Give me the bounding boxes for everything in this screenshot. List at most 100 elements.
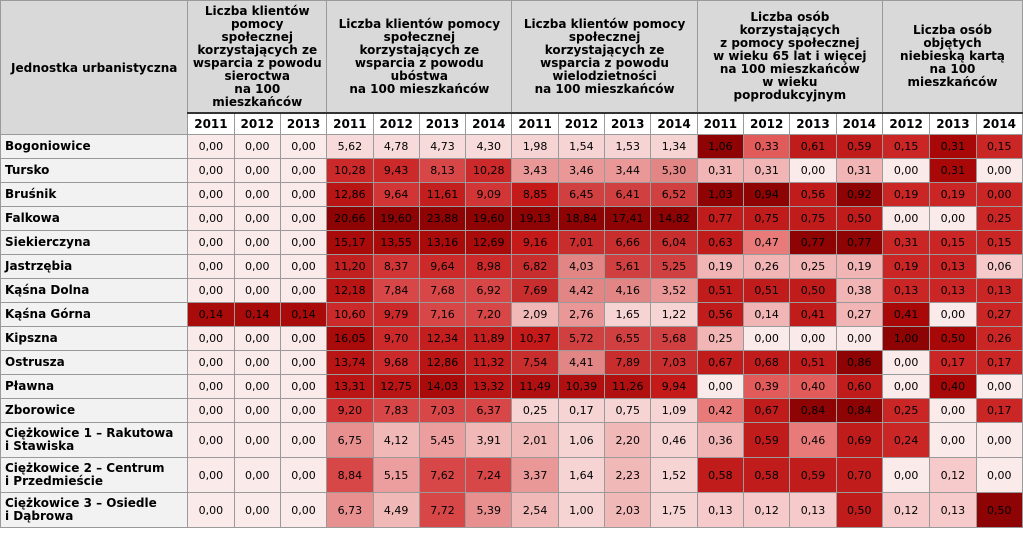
- value-cell: 0,00: [233, 230, 281, 255]
- value-cell: 6,41: [604, 182, 652, 207]
- value-cell: 0,15: [881, 134, 931, 159]
- value-cell: 9,09: [465, 182, 513, 207]
- value-cell: 23,88: [418, 206, 467, 231]
- value-cell: 9,43: [372, 158, 420, 183]
- value-cell: 13,16: [418, 230, 467, 255]
- value-cell: 4,73: [418, 134, 467, 159]
- value-cell: 0,00: [975, 457, 1023, 493]
- value-cell: 0,92: [835, 182, 883, 207]
- value-cell: 0,50: [835, 492, 883, 528]
- value-cell: 7,24: [465, 457, 513, 493]
- value-cell: 0,13: [696, 492, 745, 528]
- year-header: 2011: [511, 112, 559, 135]
- value-cell: 7,84: [372, 278, 420, 303]
- value-cell: 0,25: [696, 326, 745, 351]
- unit-name-cell: Pławna: [0, 374, 189, 399]
- year-header: 2011: [187, 112, 235, 135]
- group-header: Liczba klientów pomocy społecznej korzys…: [326, 0, 513, 114]
- value-cell: 0,00: [881, 158, 931, 183]
- value-cell: 0,00: [233, 350, 281, 375]
- value-cell: 0,00: [881, 206, 931, 231]
- year-header: 2014: [975, 112, 1023, 135]
- year-header: 2014: [835, 112, 883, 135]
- value-cell: 6,75: [326, 422, 374, 458]
- unit-name-cell: Ciężkowice 2 – Centrum i Przedmieście: [0, 457, 189, 493]
- value-cell: 5,61: [604, 254, 652, 279]
- value-cell: 7,20: [465, 302, 513, 327]
- value-cell: 4,16: [604, 278, 652, 303]
- value-cell: 1,34: [650, 134, 698, 159]
- table-row: Kąśna Dolna 0,00 0,00 0,00 12,18 7,84 7,68 6,92…: [0, 278, 1023, 303]
- value-cell: 0,77: [835, 230, 883, 255]
- value-cell: 2,09: [511, 302, 559, 327]
- value-cell: 7,03: [650, 350, 698, 375]
- value-cell: 0,00: [279, 457, 328, 493]
- value-cell: 7,69: [511, 278, 559, 303]
- value-cell: 0,00: [881, 374, 931, 399]
- value-cell: 6,66: [604, 230, 652, 255]
- year-header: 2011: [696, 112, 745, 135]
- value-cell: 9,64: [418, 254, 467, 279]
- value-cell: 5,72: [557, 326, 606, 351]
- value-cell: 1,64: [557, 457, 606, 493]
- value-cell: 0,00: [187, 134, 235, 159]
- value-cell: 9,70: [372, 326, 420, 351]
- value-cell: 0,46: [789, 422, 837, 458]
- value-cell: 2,76: [557, 302, 606, 327]
- value-cell: 0,19: [835, 254, 883, 279]
- value-cell: 1,06: [557, 422, 606, 458]
- value-cell: 0,14: [743, 302, 791, 327]
- value-cell: 0,84: [835, 398, 883, 423]
- value-cell: 7,89: [604, 350, 652, 375]
- value-cell: 8,13: [418, 158, 467, 183]
- value-cell: 0,13: [881, 278, 931, 303]
- value-cell: 8,85: [511, 182, 559, 207]
- value-cell: 3,43: [511, 158, 559, 183]
- value-cell: 0,25: [789, 254, 837, 279]
- value-cell: 0,00: [835, 326, 883, 351]
- corner-header: Jednostka urbanistyczna: [0, 0, 189, 135]
- unit-name-cell: Kipszna: [0, 326, 189, 351]
- value-cell: 6,82: [511, 254, 559, 279]
- value-cell: 0,41: [881, 302, 931, 327]
- value-cell: 0,41: [789, 302, 837, 327]
- value-cell: 0,00: [187, 457, 235, 493]
- value-cell: 0,00: [187, 230, 235, 255]
- unit-name-cell: Ciężkowice 1 – Rakutowa i Stawiska: [0, 422, 189, 458]
- year-header: 2014: [650, 112, 698, 135]
- table-row: Ciężkowice 2 – Centrum i Przedmieście 0,0…: [0, 457, 1023, 493]
- value-cell: 0,13: [789, 492, 837, 528]
- value-cell: 0,31: [696, 158, 745, 183]
- unit-name-cell: Tursko: [0, 158, 189, 183]
- value-cell: 0,00: [187, 278, 235, 303]
- value-cell: 0,47: [743, 230, 791, 255]
- value-cell: 4,42: [557, 278, 606, 303]
- value-cell: 0,84: [789, 398, 837, 423]
- value-cell: 13,31: [326, 374, 374, 399]
- value-cell: 1,98: [511, 134, 559, 159]
- value-cell: 0,00: [881, 457, 931, 493]
- value-cell: 0,77: [789, 230, 837, 255]
- value-cell: 0,19: [881, 254, 931, 279]
- year-header: 2012: [557, 112, 606, 135]
- value-cell: 12,18: [326, 278, 374, 303]
- value-cell: 7,03: [418, 398, 467, 423]
- value-cell: 19,13: [511, 206, 559, 231]
- value-cell: 0,26: [975, 326, 1023, 351]
- value-cell: 0,27: [835, 302, 883, 327]
- value-cell: 0,15: [975, 134, 1023, 159]
- value-cell: 0,67: [743, 398, 791, 423]
- value-cell: 0,00: [279, 326, 328, 351]
- table-row: Bruśnik 0,00 0,00 0,00 12,86 9,64 11,61 9,09 8,8…: [0, 182, 1023, 207]
- value-cell: 10,28: [465, 158, 513, 183]
- value-cell: 0,60: [835, 374, 883, 399]
- value-cell: 8,84: [326, 457, 374, 493]
- value-cell: 4,30: [465, 134, 513, 159]
- value-cell: 0,17: [557, 398, 606, 423]
- value-cell: 9,94: [650, 374, 698, 399]
- value-cell: 0,58: [696, 457, 745, 493]
- value-cell: 3,91: [465, 422, 513, 458]
- unit-name-cell: Ciężkowice 3 – Osiedle i Dąbrowa: [0, 492, 189, 528]
- value-cell: 0,00: [233, 278, 281, 303]
- value-cell: 0,00: [233, 398, 281, 423]
